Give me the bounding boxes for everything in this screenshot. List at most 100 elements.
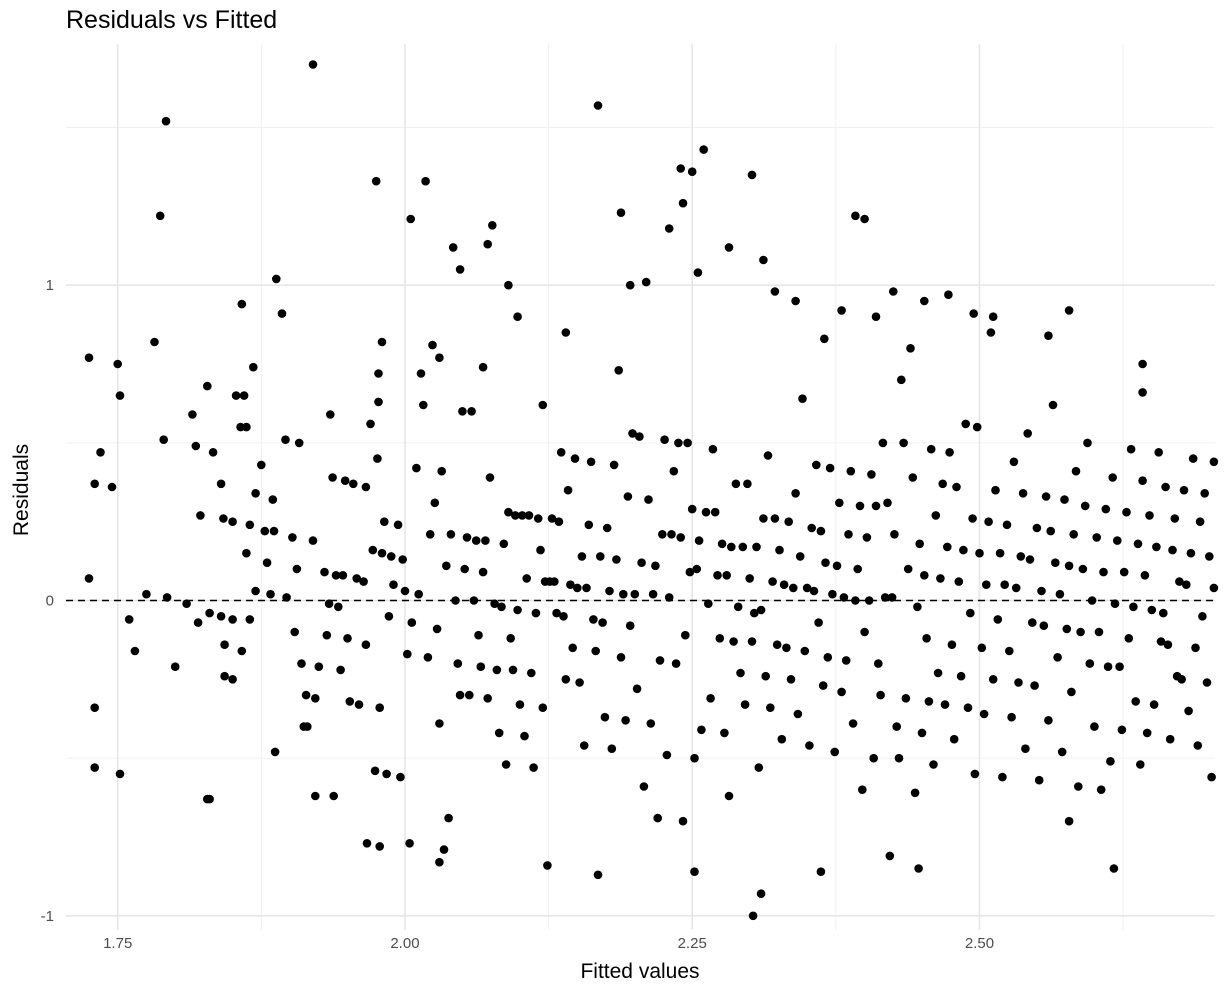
data-point [885, 851, 895, 861]
data-point [676, 533, 685, 542]
data-point [1018, 489, 1028, 498]
data-point [115, 769, 125, 779]
data-point [1138, 476, 1147, 486]
data-point [228, 675, 237, 684]
data-point [478, 567, 488, 577]
data-point [566, 580, 575, 589]
data-point [84, 574, 94, 583]
data-point [251, 586, 260, 596]
data-point [343, 634, 352, 643]
y-tick-label: 1 [46, 277, 54, 294]
data-point [839, 593, 849, 602]
data-point [421, 176, 430, 186]
data-point [281, 435, 290, 445]
data-point [432, 624, 442, 634]
data-point [1067, 687, 1076, 697]
data-point [504, 280, 513, 290]
data-point [311, 791, 320, 801]
data-point [216, 479, 226, 489]
data-point [756, 605, 766, 615]
data-point [988, 675, 998, 684]
data-point [485, 473, 495, 482]
data-point [1005, 646, 1014, 656]
data-point [883, 498, 892, 508]
data-point [867, 470, 876, 479]
data-point [1025, 555, 1035, 564]
data-point [1032, 523, 1042, 533]
data-point [1195, 517, 1205, 526]
data-point [579, 741, 589, 750]
data-point [593, 870, 603, 880]
data-point [1046, 526, 1055, 536]
data-point [988, 312, 998, 322]
data-point [887, 593, 897, 602]
data-point [724, 243, 734, 252]
data-point [374, 369, 383, 378]
data-point [956, 671, 966, 681]
data-point [1152, 542, 1161, 552]
data-point [1205, 552, 1214, 561]
data-point [90, 479, 99, 489]
data-point [115, 391, 125, 400]
data-point [662, 750, 672, 760]
data-point [1149, 700, 1159, 709]
data-point [203, 794, 212, 804]
data-point [499, 539, 509, 549]
data-point [513, 312, 522, 322]
data-point [775, 545, 784, 555]
data-point [220, 671, 229, 681]
data-point [396, 772, 405, 782]
data-point [646, 719, 656, 728]
y-axis-ticks: -1 0 1 [41, 277, 54, 925]
data-point [529, 763, 538, 772]
data-point [90, 703, 99, 712]
data-point [651, 561, 660, 571]
data-point [515, 700, 525, 709]
data-point [880, 593, 890, 602]
data-point [814, 618, 823, 627]
data-point [563, 485, 573, 495]
data-point [779, 580, 789, 589]
data-point [903, 564, 913, 574]
data-point [1193, 741, 1203, 750]
data-point [1159, 608, 1168, 618]
data-point [991, 485, 1000, 495]
data-point [763, 451, 773, 460]
x-tick-label: 1.75 [103, 935, 132, 952]
data-point [864, 596, 874, 605]
data-point [1085, 659, 1095, 668]
data-point [612, 555, 621, 564]
data-point [848, 719, 858, 728]
data-point [858, 785, 867, 794]
data-point [423, 653, 433, 662]
data-point [667, 530, 676, 539]
data-point [949, 734, 959, 744]
data-point [664, 593, 674, 602]
data-point [812, 460, 821, 470]
data-point [671, 659, 681, 668]
data-point [331, 571, 341, 580]
data-point [614, 366, 623, 375]
data-point [1145, 511, 1154, 520]
data-point [598, 618, 607, 627]
data-point [694, 536, 704, 545]
data-point [1028, 618, 1037, 627]
data-point [600, 712, 610, 722]
data-point [268, 495, 278, 504]
data-point [538, 400, 548, 410]
data-point [593, 101, 603, 110]
data-point [437, 466, 447, 476]
data-point [963, 703, 973, 712]
data-point [986, 328, 996, 337]
data-point [1184, 706, 1193, 716]
data-point [550, 577, 559, 586]
data-point [862, 533, 872, 542]
data-point [940, 700, 950, 709]
data-point [1209, 583, 1219, 593]
data-point [416, 369, 426, 378]
data-point [871, 312, 881, 322]
data-point [326, 410, 335, 419]
data-point [913, 602, 922, 612]
data-point [681, 630, 690, 640]
